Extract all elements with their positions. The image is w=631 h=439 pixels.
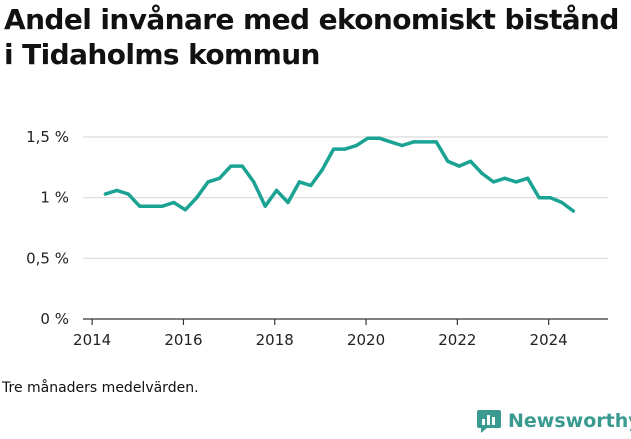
data-point	[309, 183, 313, 188]
data-point	[446, 159, 450, 163]
data-point	[423, 140, 427, 144]
data-point	[149, 204, 153, 208]
series-layer	[103, 136, 576, 213]
data-point	[468, 159, 473, 163]
data-point	[560, 200, 564, 205]
data-point	[400, 143, 404, 148]
data-point	[389, 140, 393, 144]
y-tick-label: 0 %	[40, 310, 69, 328]
data-point	[411, 140, 416, 144]
data-point	[274, 188, 279, 192]
x-axis: 2014 2016 2018 2020 2022 2024	[73, 318, 608, 349]
x-tick-label: 2014	[73, 331, 111, 349]
series-line	[103, 136, 576, 213]
data-point	[183, 208, 187, 212]
data-point	[503, 176, 507, 180]
data-point	[537, 196, 541, 200]
data-point	[571, 209, 575, 213]
data-point	[354, 143, 359, 148]
data-point	[457, 164, 461, 168]
data-point	[229, 164, 233, 168]
line-chart: 0 % 0,5 % 1 % 1,5 % 2014 2016 2018 2020 2022 202…	[26, 128, 608, 349]
data-point	[217, 176, 222, 180]
y-tick-label: 0,5 %	[26, 249, 69, 267]
data-point	[491, 180, 496, 184]
data-point	[343, 147, 347, 151]
x-tick-label: 2022	[438, 331, 476, 349]
data-point	[115, 188, 119, 192]
x-tick-label: 2016	[164, 331, 202, 349]
data-point	[480, 171, 484, 175]
x-tick-label: 2020	[347, 331, 385, 349]
data-point	[138, 204, 142, 208]
data-point	[172, 200, 176, 205]
data-point	[160, 204, 165, 208]
bar-chart-message-icon	[477, 410, 501, 433]
chart-title: Andel invånare med ekonomiskt bistånd i …	[4, 3, 619, 71]
grid-lines	[83, 136, 608, 259]
data-point	[548, 196, 553, 200]
data-point	[126, 192, 130, 196]
data-point	[526, 176, 530, 180]
brand-name: Newsworthy	[508, 410, 631, 432]
x-tick-label: 2018	[256, 331, 294, 349]
data-point	[286, 200, 290, 205]
y-axis-ticks: 0 % 0,5 % 1 % 1,5 %	[26, 128, 69, 328]
data-point	[240, 164, 244, 168]
y-tick-label: 1,5 %	[26, 128, 69, 146]
data-point	[297, 180, 301, 184]
footnote: Tre månaders medelvärden.	[2, 380, 199, 396]
data-point	[206, 180, 210, 184]
data-point	[377, 136, 381, 140]
data-point	[263, 204, 267, 208]
data-point	[195, 196, 199, 200]
x-tick-label: 2024	[530, 331, 568, 349]
data-point	[366, 136, 370, 140]
y-tick-label: 1 %	[40, 189, 69, 207]
data-point	[434, 140, 438, 144]
data-point	[103, 192, 107, 196]
newsworthy-logo[interactable]: Newsworthy	[476, 408, 631, 434]
data-point	[252, 180, 256, 184]
data-point	[514, 180, 518, 184]
data-point	[320, 168, 324, 172]
data-point	[332, 147, 336, 151]
